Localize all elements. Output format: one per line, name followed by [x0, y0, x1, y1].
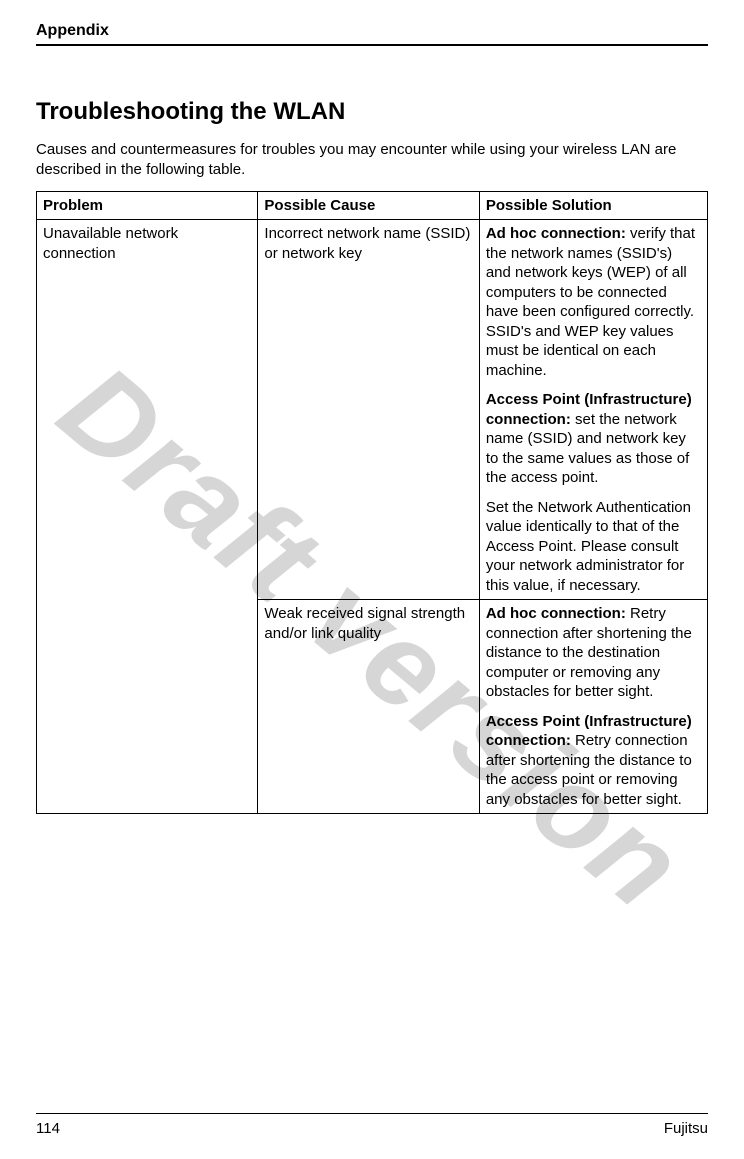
header-solution: Possible Solution	[479, 191, 707, 220]
intro-paragraph: Causes and countermeasures for troubles …	[36, 140, 708, 181]
cell-solution: Ad hoc connection: Retry connection afte…	[479, 600, 707, 814]
page-header: Appendix	[36, 22, 708, 46]
page-footer: 114 Fujitsu	[36, 1113, 708, 1137]
page-content: Appendix Troubleshooting the WLAN Causes…	[36, 22, 708, 814]
table-header-row: Problem Possible Cause Possible Solution	[37, 191, 708, 220]
troubleshooting-table: Problem Possible Cause Possible Solution…	[36, 191, 708, 815]
page-number: 114	[36, 1120, 60, 1137]
cell-cause: Incorrect network name (SSID) or network…	[258, 220, 479, 600]
cell-cause: Weak received signal strength and/or lin…	[258, 600, 479, 814]
cell-problem-empty	[37, 600, 258, 814]
footer-brand: Fujitsu	[664, 1120, 708, 1137]
text-paragraph: Set the Network Authentication value ide…	[486, 498, 701, 596]
table-row: Unavailable network connection Incorrect…	[37, 220, 708, 600]
header-cause: Possible Cause	[258, 191, 479, 220]
cell-problem: Unavailable network connection	[37, 220, 258, 600]
section-title: Troubleshooting the WLAN	[36, 98, 708, 126]
text-span: verify that the network names (SSID's) a…	[486, 225, 695, 379]
bold-label: Ad hoc connection:	[486, 605, 626, 622]
bold-label: Ad hoc connection:	[486, 225, 626, 242]
header-problem: Problem	[37, 191, 258, 220]
table-row: Weak received signal strength and/or lin…	[37, 600, 708, 814]
cell-solution: Ad hoc connection: verify that the netwo…	[479, 220, 707, 600]
